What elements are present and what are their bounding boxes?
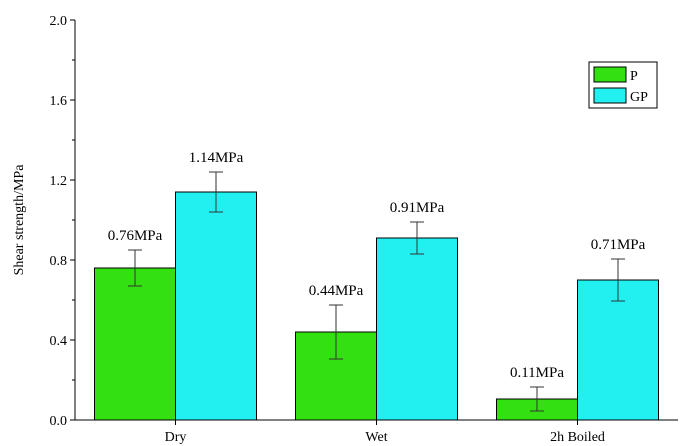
- error-bars: [128, 171, 625, 412]
- data-label: 0.71MPa: [591, 237, 646, 253]
- y-axis-title: Shear strength/MPa: [12, 164, 27, 276]
- x-tick-label: 2h Boiled: [550, 430, 605, 445]
- legend: P GP: [588, 61, 658, 109]
- y-tick-label: 1.6: [50, 94, 68, 109]
- bars: [94, 191, 659, 421]
- data-label: 0.11MPa: [510, 365, 564, 381]
- y-tick-label: 0.8: [50, 254, 68, 269]
- legend-label-p: P: [630, 69, 638, 84]
- data-label: 0.76MPa: [108, 228, 163, 244]
- bar-gp-1: [175, 191, 257, 421]
- legend-label-gp: GP: [630, 90, 648, 105]
- y-tick-label: 0.4: [50, 334, 68, 349]
- bar-gp-2: [376, 237, 458, 421]
- data-label: 1.14MPa: [189, 150, 244, 166]
- x-tick-label: Dry: [165, 430, 187, 445]
- data-label: 0.44MPa: [309, 283, 364, 299]
- y-tick-label: 2.0: [50, 14, 68, 29]
- y-tick-label: 0.0: [50, 414, 68, 429]
- data-label: 0.91MPa: [390, 200, 445, 216]
- value-labels: 0.76MPa 1.14MPa 0.44MPa 0.91MPa 0.11MPa 0.71M…: [108, 150, 646, 381]
- bar-gp-3: [577, 279, 659, 421]
- legend-swatch-p: [593, 66, 627, 83]
- legend-swatch-gp: [593, 87, 627, 104]
- y-tick-label: 1.2: [50, 174, 68, 189]
- x-tick-label: Wet: [365, 430, 387, 445]
- bar-p-1: [94, 267, 176, 421]
